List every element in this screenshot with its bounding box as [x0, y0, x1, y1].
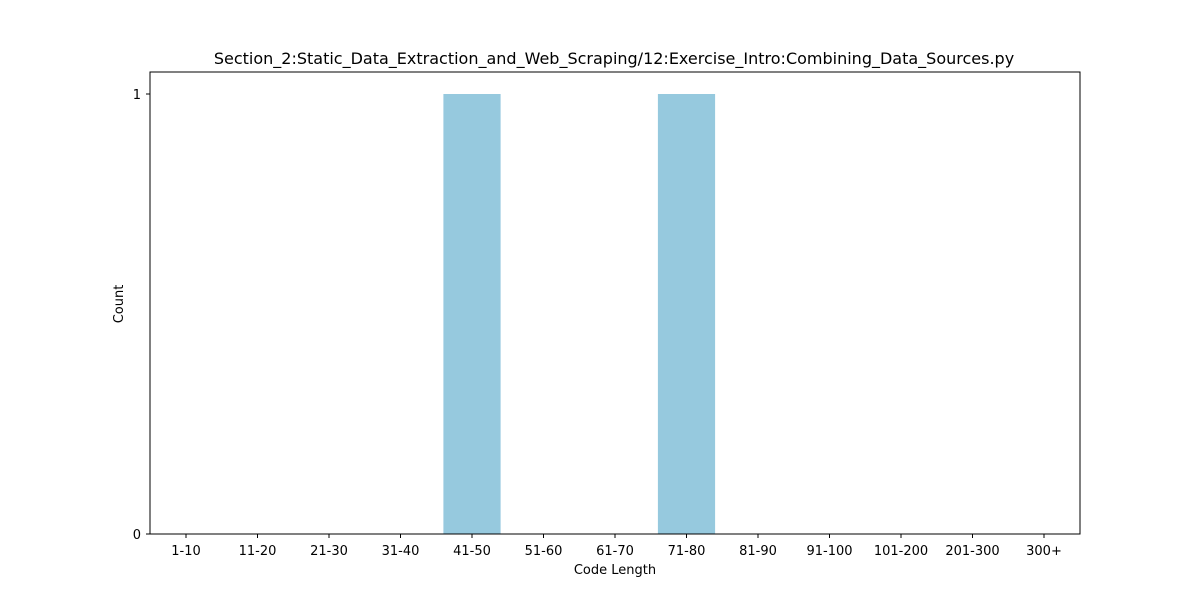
x-tick-label: 21-30 [310, 544, 348, 559]
plot-area-frame [149, 71, 1081, 535]
x-tick-label: 1-10 [171, 544, 201, 559]
x-tick-label: 300+ [1026, 544, 1062, 559]
bar-71-80 [657, 94, 716, 534]
x-tick-label: 71-80 [668, 544, 706, 559]
y-tick-label: 0 [133, 528, 141, 543]
x-tick-label: 201-300 [945, 544, 999, 559]
bars-layer [443, 94, 716, 534]
x-tick-label: 51-60 [525, 544, 563, 559]
x-tick-label: 61-70 [596, 544, 634, 559]
bar-41-50 [443, 94, 501, 534]
x-tick-label: 81-90 [739, 544, 777, 559]
x-tick-label: 11-20 [239, 544, 277, 559]
x-tick-label: 31-40 [382, 544, 420, 559]
chart-title: Section_2:Static_Data_Extraction_and_Web… [214, 49, 1014, 69]
y-axis-ticks: 01 [133, 88, 150, 543]
x-axis-ticks: 1-10 11-20 21-30 31-40 41-50 51-60 61-70 71-80 8… [171, 534, 1062, 559]
x-tick-label: 101-200 [874, 544, 928, 559]
x-tick-label: 41-50 [453, 544, 491, 559]
y-tick-label: 1 [133, 88, 141, 103]
x-axis-label: Code Length [574, 563, 656, 578]
x-tick-label: 91-100 [806, 544, 852, 559]
y-axis-label: Count [112, 285, 127, 324]
